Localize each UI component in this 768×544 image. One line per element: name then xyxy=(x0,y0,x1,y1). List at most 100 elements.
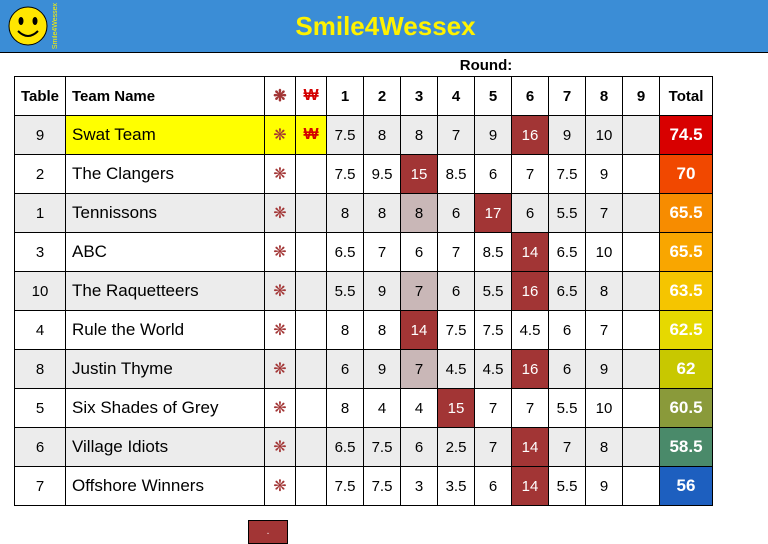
cell-round: 10 xyxy=(586,116,623,155)
cell-icon2 xyxy=(296,311,327,350)
cell-round: 7 xyxy=(364,233,401,272)
cell-icon2 xyxy=(296,194,327,233)
cell-round: 2.5 xyxy=(438,428,475,467)
cell-round: 7.5 xyxy=(327,155,364,194)
cell-table: 4 xyxy=(15,311,66,350)
table-row: 7Offshore Winners❋7.57.533.56145.5956 xyxy=(15,467,713,506)
cell-round xyxy=(623,350,660,389)
col-icon2-header: ₩ xyxy=(296,77,327,116)
cell-round: 9 xyxy=(364,350,401,389)
cell-round: 8 xyxy=(327,311,364,350)
cell-round: 17 xyxy=(475,194,512,233)
cell-total: 62.5 xyxy=(660,311,713,350)
cell-round: 16 xyxy=(512,350,549,389)
table-row: 8Justin Thyme❋6974.54.5166962 xyxy=(15,350,713,389)
cell-round xyxy=(623,389,660,428)
cell-table: 3 xyxy=(15,233,66,272)
cell-round: 8 xyxy=(364,194,401,233)
cell-round: 9 xyxy=(586,350,623,389)
cell-icon2 xyxy=(296,389,327,428)
cell-round: 5.5 xyxy=(549,467,586,506)
cell-icon1: ❋ xyxy=(265,311,296,350)
cell-round: 8.5 xyxy=(438,155,475,194)
cell-round: 4 xyxy=(364,389,401,428)
cell-table: 9 xyxy=(15,116,66,155)
table-row: 6Village Idiots❋6.57.562.57147858.5 xyxy=(15,428,713,467)
cell-table: 5 xyxy=(15,389,66,428)
cell-round xyxy=(623,311,660,350)
cell-round: 7 xyxy=(475,389,512,428)
cell-round: 7 xyxy=(475,428,512,467)
cell-round: 6 xyxy=(549,350,586,389)
col-round-4-header: 4 xyxy=(438,77,475,116)
cell-team: Rule the World xyxy=(66,311,265,350)
cell-icon1: ❋ xyxy=(265,194,296,233)
cell-icon1: ❋ xyxy=(265,116,296,155)
cell-icon1: ❋ xyxy=(265,272,296,311)
cell-round: 5.5 xyxy=(549,194,586,233)
cell-round: 9 xyxy=(475,116,512,155)
col-round-6-header: 6 xyxy=(512,77,549,116)
cell-total: 63.5 xyxy=(660,272,713,311)
cell-round: 7 xyxy=(512,155,549,194)
cell-round: 6.5 xyxy=(549,272,586,311)
cell-team: The Raquetteers xyxy=(66,272,265,311)
cell-team: Village Idiots xyxy=(66,428,265,467)
cell-round: 7 xyxy=(512,389,549,428)
cell-round: 5.5 xyxy=(475,272,512,311)
cell-icon2 xyxy=(296,428,327,467)
col-round-5-header: 5 xyxy=(475,77,512,116)
cell-team: Six Shades of Grey xyxy=(66,389,265,428)
cell-round: 7.5 xyxy=(327,467,364,506)
cell-round: 14 xyxy=(512,467,549,506)
cell-total: 62 xyxy=(660,350,713,389)
side-label: Smile4Wessex xyxy=(52,3,59,49)
col-icon1-header: ❋ xyxy=(265,77,296,116)
cell-round: 7 xyxy=(401,350,438,389)
cell-round: 7.5 xyxy=(475,311,512,350)
cell-team: Tennissons xyxy=(66,194,265,233)
cell-round: 9 xyxy=(586,155,623,194)
cell-round xyxy=(623,428,660,467)
cell-round: 7 xyxy=(401,272,438,311)
cell-round: 15 xyxy=(438,389,475,428)
cell-table: 1 xyxy=(15,194,66,233)
cell-round: 3 xyxy=(401,467,438,506)
cell-round: 10 xyxy=(586,389,623,428)
cell-round: 4.5 xyxy=(475,350,512,389)
legend-joker: . xyxy=(248,520,288,544)
cell-round: 8 xyxy=(364,311,401,350)
cell-round: 6 xyxy=(549,311,586,350)
cell-round: 8 xyxy=(327,389,364,428)
cell-team: Swat Team xyxy=(66,116,265,155)
cell-round xyxy=(623,194,660,233)
cell-team: Offshore Winners xyxy=(66,467,265,506)
cell-icon1: ❋ xyxy=(265,350,296,389)
cell-round: 6 xyxy=(438,194,475,233)
cell-icon2 xyxy=(296,272,327,311)
leaderboard-table: TableTeam Name❋₩123456789Total 9Swat Tea… xyxy=(14,76,713,506)
cell-round: 6 xyxy=(327,350,364,389)
cell-round: 9 xyxy=(549,116,586,155)
cell-round: 6 xyxy=(475,467,512,506)
smiley-icon xyxy=(8,6,48,46)
cell-round xyxy=(623,116,660,155)
cell-round: 8.5 xyxy=(475,233,512,272)
table-row: 4Rule the World❋88147.57.54.56762.5 xyxy=(15,311,713,350)
cell-icon2 xyxy=(296,155,327,194)
col-round-8-header: 8 xyxy=(586,77,623,116)
cell-round: 8 xyxy=(401,194,438,233)
col-round-9-header: 9 xyxy=(623,77,660,116)
cell-icon1: ❋ xyxy=(265,467,296,506)
cell-team: Justin Thyme xyxy=(66,350,265,389)
cell-icon2 xyxy=(296,467,327,506)
cell-round: 6.5 xyxy=(549,233,586,272)
col-table-header: Table xyxy=(15,77,66,116)
cell-round: 4.5 xyxy=(438,350,475,389)
cell-round: 6 xyxy=(438,272,475,311)
cell-round: 7 xyxy=(438,116,475,155)
cell-table: 7 xyxy=(15,467,66,506)
cell-round: 8 xyxy=(364,116,401,155)
page-title: Smile4Wessex xyxy=(67,11,704,42)
table-row: 5Six Shades of Grey❋84415775.51060.5 xyxy=(15,389,713,428)
